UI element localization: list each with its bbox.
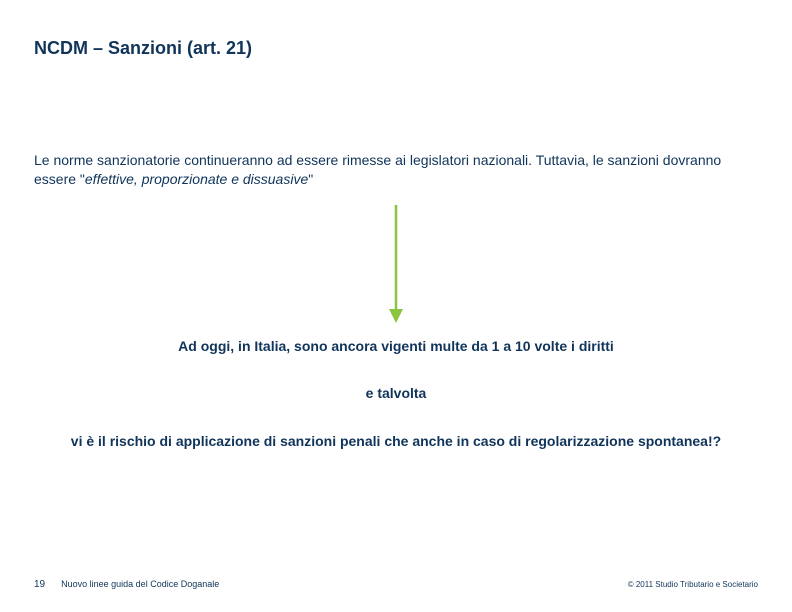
footer-left: 19 Nuovo linee guida del Codice Doganale xyxy=(34,579,219,590)
intro-post: " xyxy=(308,171,313,187)
down-arrow-icon xyxy=(386,203,406,323)
slide: NCDM – Sanzioni (art. 21) Le norme sanzi… xyxy=(0,0,792,612)
page-number: 19 xyxy=(34,579,45,590)
footer-copyright: © 2011 Studio Tributario e Societario xyxy=(628,580,758,589)
slide-title: NCDM – Sanzioni (art. 21) xyxy=(34,38,758,59)
center-line-2: e talvolta xyxy=(34,384,758,404)
center-line-3: vi è il rischio di applicazione di sanzi… xyxy=(34,432,758,452)
arrow-container xyxy=(34,203,758,323)
footer: 19 Nuovo linee guida del Codice Doganale… xyxy=(0,579,792,590)
arrow-head xyxy=(389,309,403,323)
footer-doc-title: Nuovo linee guida del Codice Doganale xyxy=(61,579,219,589)
center-text-block: Ad oggi, in Italia, sono ancora vigenti … xyxy=(34,337,758,452)
intro-italic: effettive, proporzionate e dissuasive xyxy=(85,171,308,187)
intro-paragraph: Le norme sanzionatorie continueranno ad … xyxy=(34,151,758,189)
center-line-1: Ad oggi, in Italia, sono ancora vigenti … xyxy=(34,337,758,357)
